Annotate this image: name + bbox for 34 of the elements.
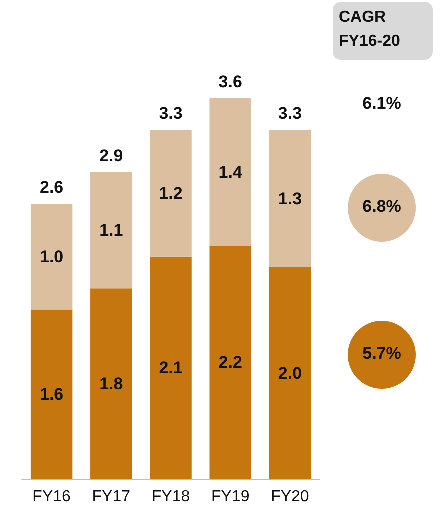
total-label: 3.3 [159, 104, 183, 124]
bar [90, 288, 132, 479]
bar [269, 130, 312, 268]
data-label: 1.2 [159, 184, 183, 203]
total-label: 2.9 [100, 146, 124, 166]
data-label: 1.3 [278, 189, 302, 208]
bar [30, 204, 73, 310]
bar [210, 246, 252, 479]
data-label: 1.4 [218, 162, 243, 182]
bar [30, 310, 73, 479]
bar [210, 98, 252, 246]
bar [90, 172, 132, 289]
text: CAGR FY16-20 [333, 2, 433, 60]
x-tick-label: FY19 [211, 488, 250, 506]
text: 5.7% [362, 344, 402, 364]
total-label: 3.3 [278, 104, 302, 124]
total-label: 3.6 [218, 72, 242, 92]
bar [269, 268, 312, 479]
text: 6.1% [362, 94, 402, 114]
bar [150, 130, 192, 257]
x-tick-label: FY18 [152, 488, 190, 506]
data-label: 1.1 [100, 220, 124, 240]
data-label: 2.1 [159, 358, 183, 378]
data-label: 2.2 [218, 353, 242, 372]
data-label: 1.0 [40, 247, 64, 266]
x-tick-label: FY16 [32, 488, 72, 506]
total-label: 2.6 [40, 178, 64, 198]
data-label: 1.8 [100, 374, 124, 394]
text: 6.8% [362, 197, 402, 217]
x-tick-label: FY20 [271, 488, 310, 506]
data-label: 1.6 [40, 384, 64, 404]
data-label: 2.0 [278, 364, 302, 383]
x-tick-label: FY17 [92, 488, 131, 506]
bar [150, 256, 192, 479]
